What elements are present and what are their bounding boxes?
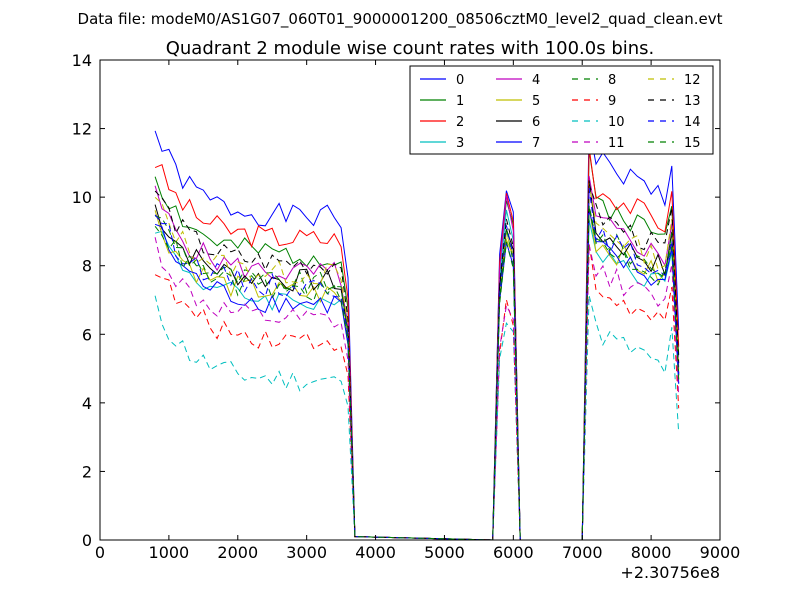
- series-line-4: [154, 175, 680, 541]
- legend-label-7: 7: [532, 136, 540, 151]
- y-tick-label: 14: [72, 51, 92, 70]
- legend-label-12: 12: [684, 73, 701, 88]
- chart-title: Quadrant 2 module wise count rates with …: [166, 38, 655, 59]
- figure-suptitle: Data file: modeM0/AS1G07_060T01_90000012…: [78, 10, 723, 29]
- x-tick-label: 4000: [355, 543, 396, 562]
- legend-label-1: 1: [456, 94, 464, 109]
- axes-frame: [99, 59, 721, 541]
- series-line-11: [154, 237, 680, 541]
- x-tick-label: 1000: [149, 543, 190, 562]
- series-line-7: [154, 208, 680, 541]
- legend-label-10: 10: [608, 115, 625, 130]
- legend-label-8: 8: [608, 73, 616, 88]
- legend-label-15: 15: [684, 136, 701, 151]
- series-line-13: [154, 183, 680, 541]
- series-line-14: [154, 188, 680, 541]
- y-tick-label: 2: [82, 462, 92, 481]
- series-line-10: [154, 295, 680, 541]
- y-tick-label: 4: [82, 394, 92, 413]
- legend-label-9: 9: [608, 94, 616, 109]
- legend-label-2: 2: [456, 115, 464, 130]
- series-line-9: [154, 243, 680, 541]
- legend-label-4: 4: [532, 73, 540, 88]
- series-line-1: [154, 150, 680, 541]
- ticks-layer: 0 1000 2000 3000 4000 5000 6000 7000 8000 9000 0 2 4…: [72, 51, 741, 562]
- series-line-2: [154, 147, 680, 541]
- series-layer: [154, 125, 680, 541]
- series-line-15: [154, 205, 680, 541]
- series-line-0: [154, 125, 680, 541]
- y-tick-label: 0: [82, 531, 92, 550]
- legend-label-14: 14: [684, 115, 701, 130]
- y-tick-label: 8: [82, 257, 92, 276]
- plot-area: 0 1000 2000 3000 4000 5000 6000 7000 8000 9000 0 2 4…: [72, 51, 741, 562]
- x-tick-label: 9000: [700, 543, 741, 562]
- x-tick-label: 0: [95, 543, 105, 562]
- x-tick-label: 7000: [562, 543, 603, 562]
- legend-label-5: 5: [532, 94, 540, 109]
- legend-label-3: 3: [456, 136, 464, 151]
- legend-box: [409, 65, 714, 155]
- legend-label-0: 0: [456, 73, 464, 88]
- x-offset-label: +2.30756e8: [620, 563, 720, 582]
- y-tick-label: 6: [82, 325, 92, 344]
- legend-label-13: 13: [684, 94, 701, 109]
- y-tick-label: 12: [72, 120, 92, 139]
- x-tick-label: 2000: [217, 543, 258, 562]
- x-tick-label: 5000: [424, 543, 465, 562]
- y-tick-label: 10: [72, 188, 92, 207]
- x-tick-label: 8000: [631, 543, 672, 562]
- series-line-6: [154, 180, 680, 541]
- series-line-8: [154, 205, 680, 541]
- legend-label-6: 6: [532, 115, 540, 130]
- legend-label-11: 11: [608, 136, 625, 151]
- series-line-5: [154, 207, 680, 541]
- x-tick-label: 6000: [493, 543, 534, 562]
- x-tick-label: 3000: [286, 543, 327, 562]
- series-line-3: [154, 209, 680, 541]
